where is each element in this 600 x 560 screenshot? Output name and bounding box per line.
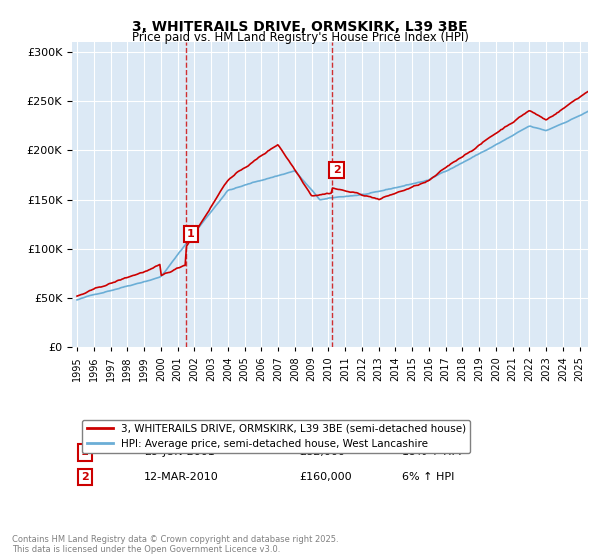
Text: 12-MAR-2010: 12-MAR-2010: [144, 472, 219, 482]
Text: 2: 2: [81, 472, 89, 482]
Legend: 3, WHITERAILS DRIVE, ORMSKIRK, L39 3BE (semi-detached house), HPI: Average price: 3, WHITERAILS DRIVE, ORMSKIRK, L39 3BE (…: [82, 419, 470, 453]
Text: 19% ↑ HPI: 19% ↑ HPI: [402, 447, 462, 458]
Text: 1: 1: [187, 229, 194, 239]
Text: Price paid vs. HM Land Registry's House Price Index (HPI): Price paid vs. HM Land Registry's House …: [131, 31, 469, 44]
Text: 2: 2: [332, 165, 340, 175]
Text: £160,000: £160,000: [299, 472, 352, 482]
Text: 29-JUN-2001: 29-JUN-2001: [144, 447, 215, 458]
Text: 1: 1: [81, 447, 89, 458]
Text: 6% ↑ HPI: 6% ↑ HPI: [402, 472, 455, 482]
Text: £82,000: £82,000: [299, 447, 345, 458]
Text: 3, WHITERAILS DRIVE, ORMSKIRK, L39 3BE: 3, WHITERAILS DRIVE, ORMSKIRK, L39 3BE: [132, 20, 468, 34]
Text: Contains HM Land Registry data © Crown copyright and database right 2025.
This d: Contains HM Land Registry data © Crown c…: [12, 535, 338, 554]
